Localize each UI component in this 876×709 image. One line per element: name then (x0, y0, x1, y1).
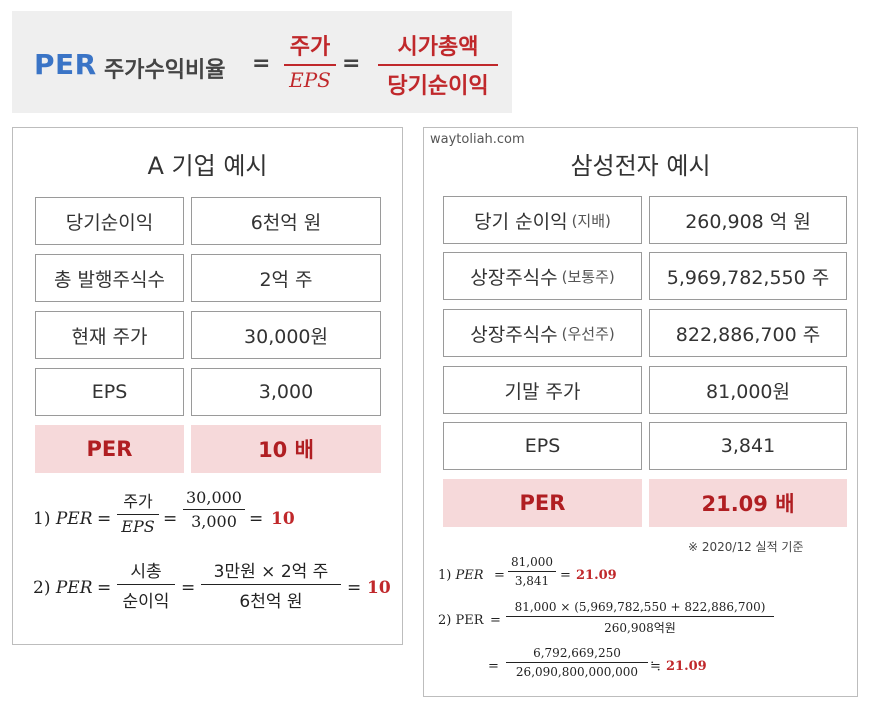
b-f2-eq-1: = (490, 613, 501, 628)
a-f1-frac2-num: 30,000 (186, 488, 242, 507)
a-f2-frac2-den: 6천억 원 (239, 592, 303, 612)
b-label-per: PER (443, 479, 642, 527)
b-label-net-income: 당기 순이익 (지배) (443, 196, 642, 244)
b-label-price: 기말 주가 (443, 366, 642, 414)
a-f1-frac-price-eps: 주가 EPS (117, 488, 159, 536)
banner-equals-2: = (342, 51, 361, 76)
a-f1-frac1-den: EPS (121, 517, 155, 536)
banner-per-korean-name: 주가수익비율 (104, 58, 226, 83)
panel-a-title: A 기업 예시 (147, 152, 268, 180)
a-value-net-income: 6천억 원 (191, 197, 381, 245)
a-f2-frac-cap-income: 시총 순이익 (117, 557, 175, 612)
b-label-common-shares: 상장주식수 (보통주) (443, 252, 642, 300)
b-label-preferred-shares-sub: (우선주) (561, 324, 615, 343)
b-f1-num: 81,000 (511, 555, 553, 569)
b-f2-den2: 26,090,800,000,000 (515, 665, 639, 679)
a-value-per: 10 배 (191, 425, 381, 473)
a-value-price: 30,000원 (191, 311, 381, 359)
b-label-net-income-sub: (지배) (571, 211, 611, 230)
a-f2-eq-1: = (97, 578, 112, 598)
b-f1-eq-2: = (560, 568, 571, 583)
a-f1-eq-2: = (163, 509, 178, 529)
a-f2-frac-values: 3만원 × 2억 주 6천억 원 (201, 557, 341, 612)
b-f2-frac-final: 6,792,669,250 26,090,800,000,000 (506, 646, 648, 679)
b-f1-frac: 81,000 3,841 (508, 555, 556, 588)
banner-equals-1: = (252, 51, 271, 76)
b-value-preferred-shares: 822,886,700 주 (649, 309, 847, 357)
a-f2-prefix: 2) (33, 578, 56, 598)
a-f2-var: PER (55, 578, 93, 598)
b-f2-result: 21.09 (666, 659, 707, 674)
b-label-eps: EPS (443, 422, 642, 470)
a-f1-frac-values: 30,000 3,000 (183, 488, 245, 531)
b-f2-approx: ≒ (650, 659, 661, 674)
banner-frac2-bar (378, 64, 498, 66)
b-f1-result: 21.09 (576, 568, 617, 583)
samsung-example-panel: waytoliah.com 삼성전자 예시 당기 순이익 (지배) 260,90… (423, 127, 858, 697)
a-f2-eq-2: = (181, 578, 196, 598)
b-value-eps: 3,841 (649, 422, 847, 470)
a-label-per: PER (35, 425, 184, 473)
b-f2-num: 81,000 × (5,969,782,550 + 822,886,700) (514, 600, 766, 614)
a-f1-var: PER (55, 509, 93, 529)
banner-frac2-numerator: 시가총액 (397, 35, 479, 60)
banner-frac1-bar (284, 64, 336, 66)
b-value-price: 81,000원 (649, 366, 847, 414)
a-label-net-income: 당기순이익 (35, 197, 184, 245)
b-label-preferred-shares: 상장주식수 (우선주) (443, 309, 642, 357)
b-label-preferred-shares-text: 상장주식수 (470, 323, 558, 346)
b-label-common-shares-text: 상장주식수 (470, 266, 558, 289)
a-label-eps: EPS (35, 368, 184, 416)
b-label-net-income-text: 당기 순이익 (474, 210, 568, 233)
b-f2-frac: 81,000 × (5,969,782,550 + 822,886,700) 2… (506, 600, 774, 636)
a-f2-frac1-den: 순이익 (122, 592, 170, 612)
banner-per-label: PER (34, 48, 97, 81)
panel-b-title: 삼성전자 예시 (570, 152, 711, 180)
company-a-example-panel: A 기업 예시 당기순이익 6천억 원 총 발행주식수 2억 주 현재 주가 3… (12, 127, 403, 645)
a-f1-frac1-num: 주가 (123, 492, 153, 511)
a-f1-prefix: 1) (33, 509, 56, 529)
a-f2-frac1-num: 시총 (130, 562, 162, 582)
banner-frac1-numerator: 주가 (289, 35, 331, 60)
b-f1-var: PER (455, 568, 484, 583)
per-definition-banner: PER 주가수익비율 = 주가 EPS = 시가총액 당기순이익 (12, 11, 512, 113)
b-f2-prefix: 2) PER (438, 613, 484, 628)
a-f1-frac2-den: 3,000 (191, 512, 237, 531)
a-f1-result: 10 (271, 509, 295, 529)
a-f1-eq-1: = (97, 509, 112, 529)
b-f1-eq-1: = (494, 568, 505, 583)
b-f1-prefix: 1) (438, 568, 456, 583)
a-value-shares: 2억 주 (191, 254, 381, 302)
watermark-text: waytoliah.com (430, 132, 525, 147)
b-f2-num2: 6,792,669,250 (533, 646, 621, 660)
a-label-shares: 총 발행주식수 (35, 254, 184, 302)
b-f1-den: 3,841 (514, 574, 550, 588)
a-f2-eq-3: = (347, 578, 362, 598)
banner-frac1-denominator: EPS (289, 68, 331, 92)
a-value-eps: 3,000 (191, 368, 381, 416)
banner-frac2-denominator: 당기순이익 (387, 74, 489, 99)
a-label-price: 현재 주가 (35, 311, 184, 359)
b-f2-eq-2: = (488, 659, 499, 674)
b-value-net-income: 260,908 억 원 (649, 196, 847, 244)
a-f1-eq-3: = (249, 509, 264, 529)
b-label-common-shares-sub: (보통주) (561, 267, 615, 286)
banner-fraction-price-eps: 주가 EPS (284, 29, 336, 92)
b-basis-note: ※ 2020/12 실적 기준 (688, 540, 804, 554)
a-f2-frac2-num: 3만원 × 2억 주 (213, 562, 329, 582)
b-value-per: 21.09 배 (649, 479, 847, 527)
banner-fraction-marketcap-netincome: 시가총액 당기순이익 (378, 29, 498, 100)
a-f2-result: 10 (367, 578, 391, 598)
b-f2-den: 260,908억원 (604, 621, 676, 635)
b-value-common-shares: 5,969,782,550 주 (649, 252, 847, 300)
